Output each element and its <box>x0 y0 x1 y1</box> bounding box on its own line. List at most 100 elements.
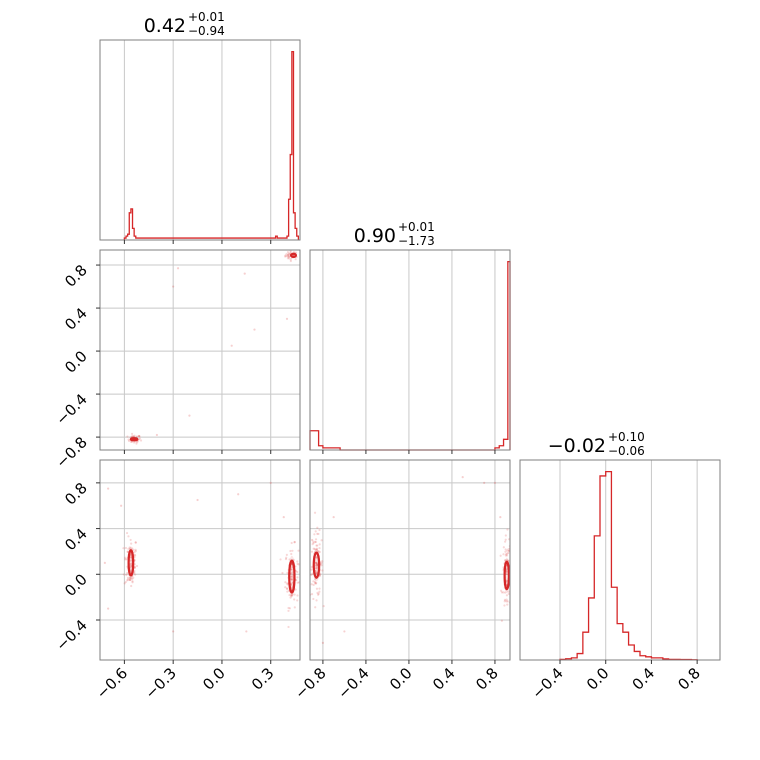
scatter-2-0-point-52 <box>130 584 133 588</box>
xticklabel-2-3: 0.8 <box>674 664 704 694</box>
yticklabel-2-1: 0.0 <box>61 570 91 600</box>
scatter-2-1-point-5 <box>314 606 317 609</box>
scatter-2-0-point-205 <box>269 481 272 484</box>
scatter-2-0-point-142 <box>290 575 293 578</box>
scatter-2-1-point-102 <box>320 539 323 542</box>
scatter-2-1-point-98 <box>314 530 317 533</box>
scatter-2-0-point-175 <box>284 581 287 584</box>
scatter-2-0-point-85 <box>129 559 132 562</box>
data-layer <box>103 51 698 661</box>
scatter-2-1-point-36 <box>312 583 315 587</box>
title-param-1: 0.90 +0.01−1.73 <box>354 220 435 248</box>
scatter-1-0-point-65 <box>133 434 136 437</box>
scatter-2-1-point-109 <box>504 554 507 557</box>
scatter-2-1-point-85 <box>313 511 317 514</box>
text-layer: −0.6 −0.3 0.0 0.3 −0.8 −0.4 0.0 0.4 0.8 −0.4 0.0 0.… <box>52 10 704 703</box>
scatter-2-1-point-200 <box>499 516 502 519</box>
scatter-1-0-point-40 <box>137 434 141 438</box>
scatter-1-0-point-68 <box>138 437 141 440</box>
scatter-2-0-point-87 <box>134 541 137 544</box>
scatter-2-0-point-47 <box>132 548 135 552</box>
title-param-0: 0.42 +0.01−0.94 <box>144 10 225 38</box>
scatter-2-0-point-0 <box>129 556 133 559</box>
scatter-2-0-point-35 <box>124 580 127 584</box>
scatter-2-0-point-167 <box>296 570 299 574</box>
scatter-2-1-point-156 <box>504 550 507 553</box>
scatter-2-0-point-180 <box>287 625 290 629</box>
scatter-2-0-point-124 <box>293 598 296 601</box>
scatter-2-1-point-148 <box>507 549 510 553</box>
scatter-2-1-contour-0 <box>312 551 321 579</box>
scatter-2-0-point-83 <box>126 579 129 582</box>
xticklabel-2-1: 0.0 <box>583 664 613 694</box>
scatter-1-0-point-35 <box>287 256 290 259</box>
scatter-1-0-point-31 <box>285 255 288 258</box>
scatter-2-1-point-147 <box>504 558 507 562</box>
scatter-2-0-point-141 <box>296 560 299 563</box>
xticklabel-0-3: 0.3 <box>248 664 278 694</box>
scatter-2-0-point-122 <box>289 577 293 581</box>
scatter-2-0-point-24 <box>133 551 136 554</box>
scatter-2-1-point-139 <box>505 571 508 574</box>
scatter-1-0-contour-0 <box>289 252 298 259</box>
scatter-2-0-point-159 <box>294 588 297 591</box>
scatter-2-0-point-67 <box>126 578 130 581</box>
scatter-2-0-point-48 <box>131 577 134 581</box>
xticklabel-1-3: 0.4 <box>429 664 459 694</box>
scatter-2-0-point-154 <box>288 593 291 597</box>
scatter-2-0-point-185 <box>291 571 294 574</box>
scatter-2-1-point-167 <box>505 568 508 571</box>
scatter-1-0-point-21 <box>289 258 292 261</box>
scatter-2-1-point-107 <box>315 556 318 559</box>
scatter-2-1-point-194 <box>505 600 508 603</box>
yticklabel-2-0: −0.4 <box>52 616 90 654</box>
scatter-2-0-point-160 <box>293 593 296 596</box>
scatter-2-0-point-200 <box>107 607 110 610</box>
scatter-2-0-point-9 <box>129 538 132 542</box>
scatter-2-1-point-59 <box>310 573 313 576</box>
scatter-2-0-point-22 <box>134 573 137 576</box>
scatter-1-0-point-86 <box>285 317 289 320</box>
scatter-1-0-point-87 <box>253 328 256 331</box>
xticklabel-0-1: −0.3 <box>142 664 180 702</box>
scatter-2-1-point-171 <box>502 591 505 594</box>
scatter-1-0-point-1 <box>289 251 292 254</box>
title-median-2: −0.02 <box>548 435 606 457</box>
scatter-2-1-point-190 <box>505 594 508 597</box>
title-plus-1: +0.01 <box>398 220 435 234</box>
scatter-2-0-point-94 <box>290 568 294 571</box>
scatter-2-1-point-154 <box>507 548 510 551</box>
scatter-2-0-clip <box>103 481 300 633</box>
xticklabel-2-2: 0.4 <box>629 664 659 694</box>
scatter-2-1-point-166 <box>505 572 508 575</box>
scatter-1-0-point-82 <box>172 285 175 288</box>
scatter-2-1-point-46 <box>314 538 318 541</box>
frame-layer <box>96 39 721 664</box>
scatter-2-1-point-72 <box>315 565 319 568</box>
scatter-2-1-point-9 <box>312 597 315 601</box>
scatter-2-0-point-146 <box>290 572 293 575</box>
scatter-1-0-point-48 <box>135 442 138 445</box>
scatter-1-0-point-80 <box>176 267 180 270</box>
scatter-2-0-point-95 <box>279 558 282 561</box>
scatter-2-0-point-25 <box>131 581 134 584</box>
scatter-1-0-point-84 <box>188 414 191 417</box>
scatter-2-0-point-28 <box>128 578 132 582</box>
scatter-2-1-point-133 <box>506 552 509 555</box>
scatter-2-1-point-116 <box>504 538 507 541</box>
scatter-2-1-point-64 <box>313 580 317 584</box>
scatter-2-1-point-39 <box>310 593 314 596</box>
scatter-2-1 <box>310 476 510 644</box>
scatter-1-0-point-83 <box>230 344 233 347</box>
scatter-1-0-point-19 <box>286 254 289 257</box>
scatter-2-0-point-45 <box>133 572 136 575</box>
scatter-2-0-point-173 <box>290 552 293 556</box>
scatter-1-0-point-77 <box>132 435 135 438</box>
scatter-2-1-point-13 <box>312 541 315 545</box>
scatter-2-1-point-48 <box>314 540 317 543</box>
scatter-2-1-point-177 <box>503 604 506 607</box>
scatter-2-0-point-198 <box>107 487 110 490</box>
scatter-2-1-point-24 <box>316 544 319 547</box>
scatter-2-1-point-121 <box>502 546 505 549</box>
scatter-2-1-point-54 <box>318 546 321 550</box>
